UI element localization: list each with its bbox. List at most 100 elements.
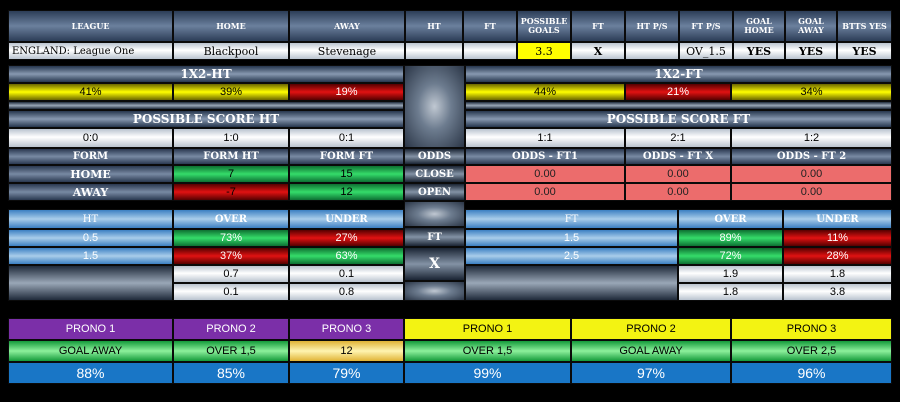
ou-ft-header-line: FT <box>465 209 678 229</box>
ou-ht-row2-under: 63% <box>289 247 404 265</box>
prono-pct-6: 96% <box>731 362 892 384</box>
score-ht-2: 1:0 <box>173 128 289 148</box>
center-x-box <box>404 65 465 148</box>
ou-ht-row1-under: 27% <box>289 229 404 247</box>
ou-ft-header-over: OVER <box>678 209 783 229</box>
form-home-ht: 7 <box>173 165 289 183</box>
x12-ft-away: 34% <box>731 83 892 101</box>
odds-label: ODDS <box>404 148 465 165</box>
odds-close-ft2: 0.00 <box>731 165 892 183</box>
ou-ft-row1-under: 11% <box>783 229 892 247</box>
odds-open-ft2: 0.00 <box>731 183 892 201</box>
goal-away-value: YES <box>785 42 837 60</box>
form-home-label: HOME <box>8 165 173 183</box>
col-header-ft-ps: FT P/S <box>679 10 733 42</box>
odds-close-ftx: 0.00 <box>625 165 731 183</box>
ou-ht-row1-over: 73% <box>173 229 289 247</box>
col-header-goal-home: GOAL HOME <box>733 10 785 42</box>
ft-result-value: X <box>571 42 625 60</box>
form-away-ht: -7 <box>173 183 289 201</box>
col-header-league: LEAGUE <box>8 10 173 42</box>
score-ft-2: 2:1 <box>625 128 731 148</box>
col-header-ht-ps: HT P/S <box>625 10 679 42</box>
x12-ft-title: 1X2-FT <box>465 65 892 83</box>
ou-ft-header-under: UNDER <box>783 209 892 229</box>
prono-pick-6: OVER 2,5 <box>731 340 892 362</box>
center-x-label: X <box>404 247 465 281</box>
col-header-away: AWAY <box>289 10 405 42</box>
prono-pick-2: OVER 1,5 <box>173 340 289 362</box>
prono-pick-3: 12 <box>289 340 404 362</box>
prono-pick-1: GOAL AWAY <box>8 340 173 362</box>
x12-ft-home: 44% <box>465 83 625 101</box>
x12-ht-title: 1X2-HT <box>8 65 404 83</box>
score-ft-title: POSSIBLE SCORE FT <box>465 110 892 128</box>
league-value: ENGLAND: League One <box>8 42 173 60</box>
away-team-value: Stevenage <box>289 42 405 60</box>
form-away-label: AWAY <box>8 183 173 201</box>
odds-open-label: OPEN <box>404 183 465 201</box>
ou-ht-row4-under: 0.8 <box>289 283 404 301</box>
x12-ht-spacer <box>8 101 404 110</box>
ou-ft-row3-under: 1.8 <box>783 265 892 283</box>
odds-header-ftx: ODDS - FT X <box>625 148 731 165</box>
ou-ft-row2-line: 2.5 <box>465 247 678 265</box>
x12-ft-spacer <box>465 101 892 110</box>
x12-ht-away: 19% <box>289 83 404 101</box>
prono-pct-3: 79% <box>289 362 404 384</box>
ou-ht-header-under: UNDER <box>289 209 404 229</box>
prono-pick-4: OVER 1,5 <box>404 340 571 362</box>
form-header-ft: FORM FT <box>289 148 404 165</box>
prono-pick-5: GOAL AWAY <box>571 340 731 362</box>
ou-ht-row1-line: 0.5 <box>8 229 173 247</box>
prono-label-1: PRONO 1 <box>8 318 173 340</box>
x12-ht-draw: 39% <box>173 83 289 101</box>
prono-pct-4: 99% <box>404 362 571 384</box>
form-header-ht: FORM HT <box>173 148 289 165</box>
ou-ht-filler <box>8 265 173 301</box>
col-header-home: HOME <box>173 10 289 42</box>
prono-pct-5: 97% <box>571 362 731 384</box>
ft-ps-value: OV_1.5 <box>679 42 733 60</box>
odds-open-ft1: 0.00 <box>465 183 625 201</box>
ou-ft-row1-line: 1.5 <box>465 229 678 247</box>
score-ft-1: 1:1 <box>465 128 625 148</box>
prono-label-2: PRONO 2 <box>173 318 289 340</box>
ou-ht-row4-over: 0.1 <box>173 283 289 301</box>
ou-ht-header-over: OVER <box>173 209 289 229</box>
center-ft-label: FT <box>404 227 465 247</box>
home-team-value: Blackpool <box>173 42 289 60</box>
ou-ht-row3-over: 0.7 <box>173 265 289 283</box>
score-ft-3: 1:2 <box>731 128 892 148</box>
col-header-ft: FT <box>463 10 517 42</box>
odds-close-ft1: 0.00 <box>465 165 625 183</box>
odds-open-ftx: 0.00 <box>625 183 731 201</box>
odds-header-ft2: ODDS - FT 2 <box>731 148 892 165</box>
ou-ft-filler <box>465 265 678 301</box>
ft-value <box>463 42 517 60</box>
goal-home-value: YES <box>733 42 785 60</box>
btts-yes-value: YES <box>837 42 892 60</box>
ou-ht-header-line: HT <box>8 209 173 229</box>
prono-pct-1: 88% <box>8 362 173 384</box>
col-header-goal-away: GOAL AWAY <box>785 10 837 42</box>
x12-ft-draw: 21% <box>625 83 731 101</box>
ou-ft-row2-over: 72% <box>678 247 783 265</box>
col-header-possible-goals: POSSIBLE GOALS <box>517 10 571 42</box>
prono-label-3: PRONO 3 <box>289 318 404 340</box>
ou-ft-row3-over: 1.9 <box>678 265 783 283</box>
form-home-ft: 15 <box>289 165 404 183</box>
ou-ht-row2-over: 37% <box>173 247 289 265</box>
col-header-ft-result: FT <box>571 10 625 42</box>
prono-label-4: PRONO 1 <box>404 318 571 340</box>
col-header-ht: HT <box>405 10 463 42</box>
odds-close-label: CLOSE <box>404 165 465 183</box>
prono-pct-2: 85% <box>173 362 289 384</box>
ou-ht-row3-under: 0.1 <box>289 265 404 283</box>
prono-label-6: PRONO 3 <box>731 318 892 340</box>
ou-ft-row4-under: 3.8 <box>783 283 892 301</box>
ht-ps-value <box>625 42 679 60</box>
possible-goals-value: 3.3 <box>517 42 571 60</box>
ou-ft-row1-over: 89% <box>678 229 783 247</box>
center-deco-bottom <box>404 281 465 301</box>
